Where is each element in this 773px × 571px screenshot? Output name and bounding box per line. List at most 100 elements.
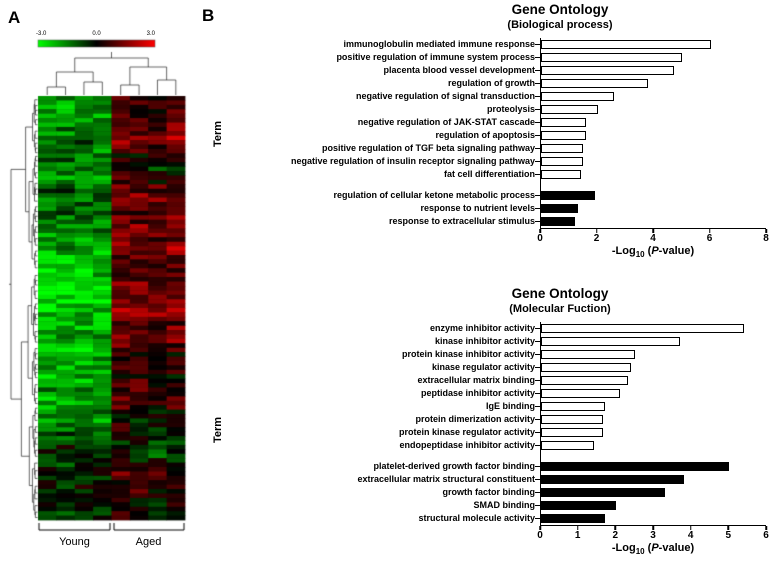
bar (541, 462, 730, 471)
bar-label: peptidase inhibitor activity (420, 388, 535, 398)
bar-area (534, 426, 773, 439)
x-tick-label: 5 (725, 530, 732, 541)
bar-label: enzyme inhibitor activity (429, 323, 535, 333)
x-tick-label: 8 (763, 233, 769, 244)
category-tick (534, 327, 540, 329)
bar-label: fat cell differentiation (443, 169, 535, 179)
bar (541, 217, 575, 226)
bar-label: negative regulation of signal transducti… (355, 91, 535, 101)
chart-title: Gene Ontology (511, 286, 609, 301)
chart-title: Gene Ontology (511, 2, 609, 17)
bar-row: protein kinase regulator activity (230, 426, 773, 439)
bar-label: proteolysis (486, 104, 535, 114)
bar (541, 501, 617, 510)
category-tick (534, 353, 540, 355)
bar (541, 92, 615, 101)
bar-row: IgE binding (230, 400, 773, 413)
bar (541, 441, 594, 450)
bar-row: response to extracellular stimulus (230, 215, 773, 228)
category-tick (534, 366, 540, 368)
bar-area (534, 460, 773, 473)
category-tick (534, 108, 540, 110)
bar (541, 79, 649, 88)
bar-area (534, 473, 773, 486)
bar-label: negative regulation of JAK-STAT cascade (357, 117, 535, 127)
bar (541, 157, 584, 166)
bar-area (534, 374, 773, 387)
bar-area (534, 116, 773, 129)
bar-label: kinase inhibitor activity (434, 336, 535, 346)
x-tick-label: 0 (537, 530, 543, 541)
bar-label: response to extracellular stimulus (388, 216, 535, 226)
x-tick (539, 229, 541, 233)
bar-area (534, 168, 773, 181)
group-label-young: Young (59, 536, 90, 548)
bar-area (534, 64, 773, 77)
category-tick (534, 392, 540, 394)
bar (541, 40, 711, 49)
bar (541, 191, 595, 200)
bar-area (534, 202, 773, 215)
bar-row: negative regulation of signal transducti… (230, 90, 773, 103)
bar (541, 53, 683, 62)
x-tick (595, 229, 598, 233)
bar-row: fat cell differentiation (230, 168, 773, 181)
x-tick-label: 1 (574, 530, 581, 541)
bar-row: SMAD binding (230, 499, 773, 512)
category-tick (534, 340, 540, 342)
bar-area (534, 51, 773, 64)
bar-row: proteolysis (230, 103, 773, 116)
category-tick (534, 465, 540, 467)
bar-row: protein dimerization activity (230, 413, 773, 426)
go-biological-process-chart: Gene Ontology (Biological process) immun… (230, 2, 773, 259)
bar-label: protein kinase regulator activity (398, 427, 535, 437)
bar-area (534, 215, 773, 228)
y-axis-label: Term (212, 120, 224, 148)
bar-area (534, 413, 773, 426)
series-gap (230, 181, 773, 189)
x-tick (708, 229, 711, 233)
x-tick-label: 6 (706, 233, 713, 244)
bar (541, 415, 604, 424)
bar-label: regulation of apoptosis (435, 130, 535, 140)
bar-area (534, 361, 773, 374)
bar-label: IgE binding (486, 401, 535, 411)
axis-spacer (230, 525, 540, 542)
bar-row: peptidase inhibitor activity (230, 387, 773, 400)
bar-row: extracellular matrix structural constitu… (230, 473, 773, 486)
bar (541, 144, 584, 153)
colorbar-max-label: 3.0 (146, 31, 155, 37)
bar-area (534, 400, 773, 413)
category-tick (534, 491, 540, 493)
category-tick (534, 418, 540, 420)
x-tick-label: 2 (593, 233, 600, 244)
bar-label: immunoglobulin mediated immune response (343, 39, 535, 49)
bar (541, 131, 587, 140)
bar-row: kinase regulator activity (230, 361, 773, 374)
bar-plot: immunoglobulin mediated immune response p… (230, 38, 773, 245)
bar-area (534, 77, 773, 90)
x-tick-label: 4 (650, 233, 656, 244)
bar-row: placenta blood vessel development (230, 64, 773, 77)
bar (541, 402, 606, 411)
x-tick (727, 526, 730, 530)
bar-label: endopeptidase inhibitor activity (399, 440, 535, 450)
bar (541, 428, 604, 437)
bar-row: extracellular matrix binding (230, 374, 773, 387)
series-gap (230, 452, 773, 460)
x-tick-label: 2 (612, 530, 619, 541)
bar-row: negative regulation of JAK-STAT cascade (230, 116, 773, 129)
bar-label: kinase regulator activity (431, 362, 535, 372)
category-tick (534, 194, 540, 196)
bar-label: placenta blood vessel development (383, 65, 535, 75)
bar-area (534, 512, 773, 525)
bar (541, 376, 628, 385)
heatmap-panel (0, 0, 200, 571)
x-tick (765, 229, 767, 233)
category-tick (534, 504, 540, 506)
bar-row: endopeptidase inhibitor activity (230, 439, 773, 452)
bar-row: platelet-derived growth factor binding (230, 460, 773, 473)
bar (541, 363, 632, 372)
bar-label: extracellular matrix structural constitu… (357, 474, 535, 484)
bar-row: regulation of cellular ketone metabolic … (230, 189, 773, 202)
